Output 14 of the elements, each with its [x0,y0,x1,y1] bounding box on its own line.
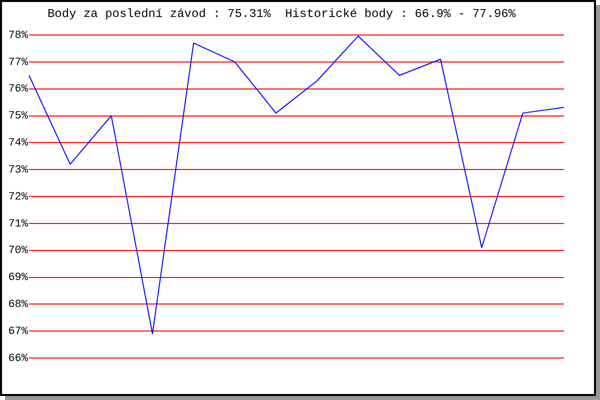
y-tick-label: 77% [8,56,28,69]
y-tick-label: 69% [8,272,28,284]
y-tick-label: 68% [8,299,28,312]
y-tick-label: 66% [8,352,28,365]
y-tick-label: 72% [8,191,28,204]
y-tick-label: 73% [8,164,28,176]
y-tick-label: 75% [8,110,28,123]
y-tick-label: 74% [8,138,28,150]
y-tick-label: 67% [8,326,28,338]
y-tick-label: 71% [8,218,28,230]
y-tick-label: 70% [8,245,28,258]
chart-title: Body za poslední závod : 75.31% Historické body : 66.9% - 77.96% [47,7,516,22]
y-tick-label: 76% [8,84,28,96]
y-tick-label: 78% [8,30,28,42]
